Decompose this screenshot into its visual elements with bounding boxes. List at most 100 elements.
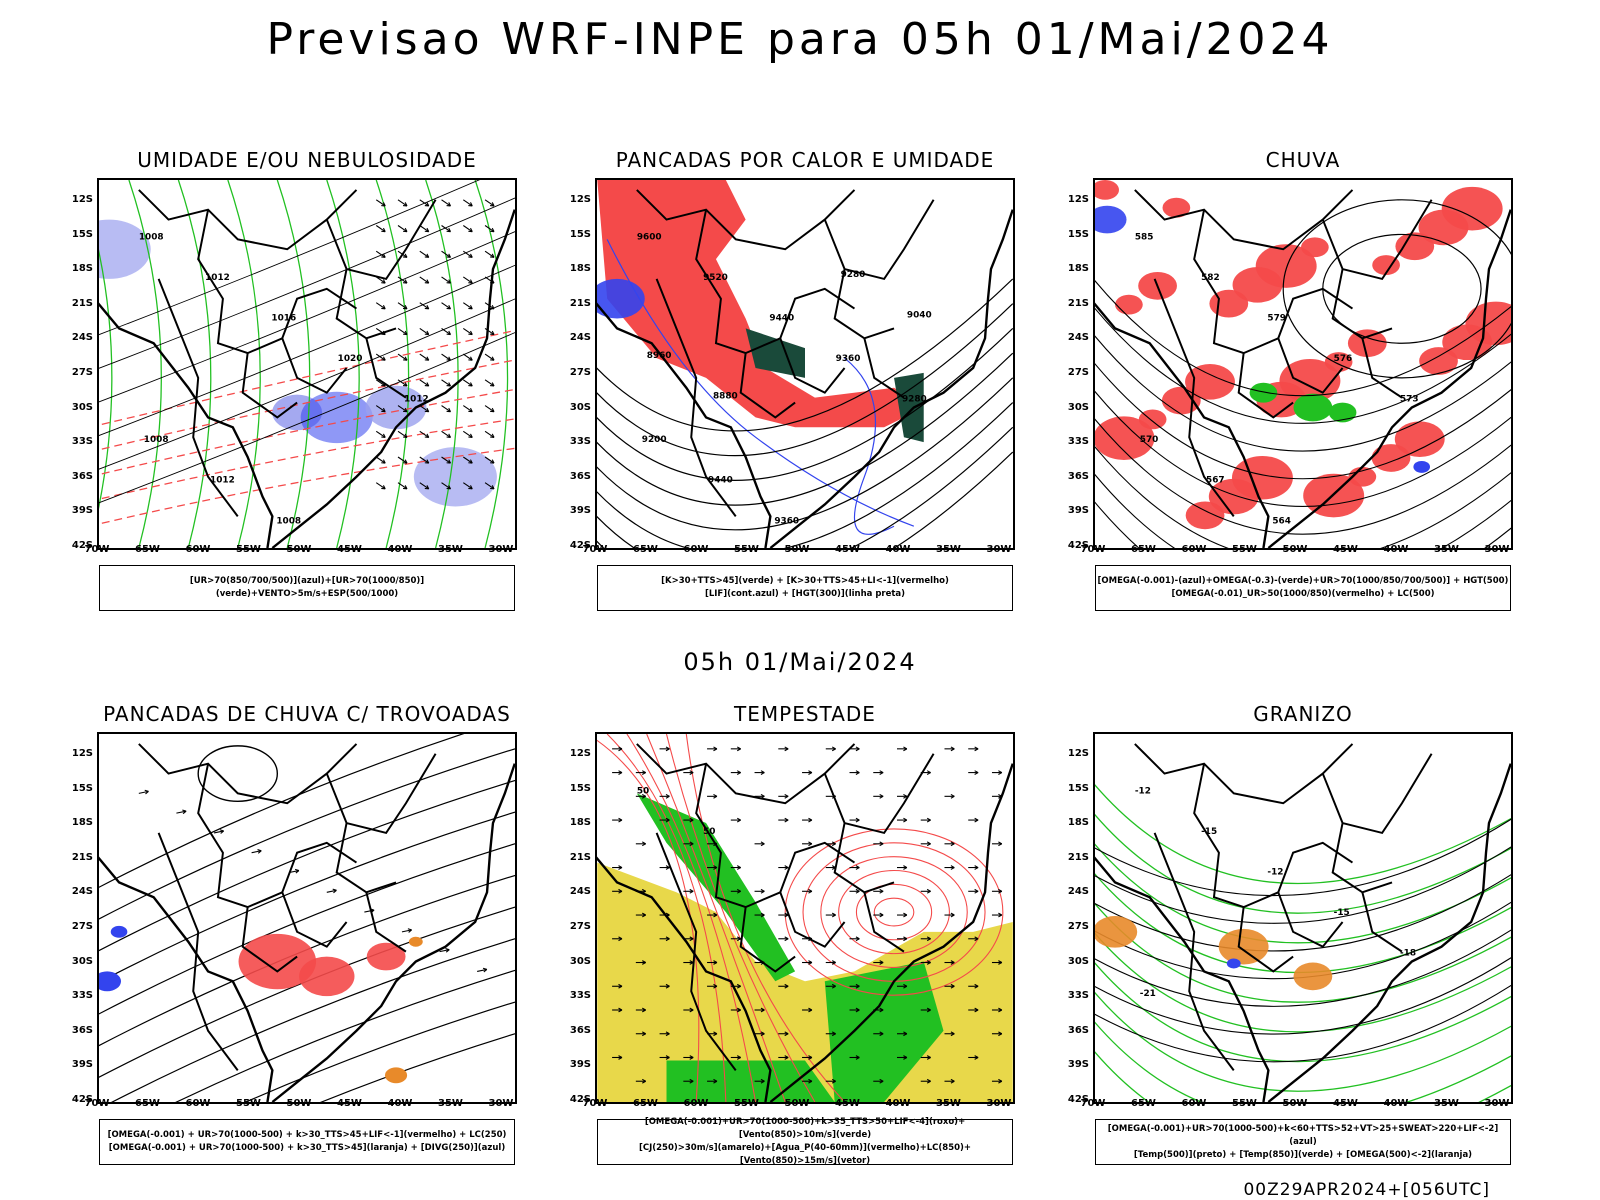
contour-line: [873, 897, 915, 927]
wind-vector: [484, 225, 495, 233]
contour-line: [281, 841, 358, 893]
contour-line: [320, 1033, 515, 1102]
lon-tick-label: 55W: [236, 544, 261, 555]
wind-vector-head: [855, 936, 860, 942]
lat-tick-label: 18S: [569, 817, 591, 829]
legend-text: [LIF](cont.azul) + [HGT(300)](linha pret…: [704, 589, 906, 599]
wind-vector: [462, 302, 473, 310]
lat-tick-label: 27S: [71, 367, 93, 378]
field-area: [1293, 962, 1333, 991]
wind-vector-head: [468, 407, 473, 413]
map-panel-3[interactable]: 585 582 579 576 573 570 567 564: [1093, 178, 1513, 550]
wind-vector-head: [926, 1078, 931, 1084]
lon-tick-label: 45W: [337, 1098, 362, 1109]
wind-vector-head: [784, 865, 789, 870]
wind-vector: [484, 482, 495, 490]
field-area: [1394, 421, 1445, 457]
field-area: [1162, 197, 1191, 218]
wind-vector-head: [974, 1007, 979, 1013]
contour-line: [665, 734, 816, 1102]
wind-vector-head: [424, 459, 430, 464]
wind-vector-head: [784, 746, 789, 752]
lat-tick-label: 42S: [569, 540, 591, 551]
panel-title-3: CHUVA: [1265, 148, 1341, 172]
wind-vector: [213, 830, 224, 834]
lon-tick-label: 40W: [1383, 544, 1409, 555]
wind-vector: [364, 909, 375, 913]
lat-tick-label: 24S: [569, 332, 591, 344]
wind-vector-head: [641, 1078, 646, 1084]
lat-tick-label: 36S: [71, 470, 93, 482]
wind-vector-head: [950, 865, 955, 870]
lat-tick-label: 42S: [71, 1094, 93, 1105]
lat-tick-label: 33S: [569, 990, 591, 1002]
wind-vector-head: [381, 433, 386, 438]
contour-line: [1361, 338, 1403, 399]
wind-vector-head: [926, 770, 931, 775]
wind-vector-head: [713, 912, 718, 918]
contour-value-label: 1012: [404, 395, 429, 405]
legend-text: [OMEGA(-0.01)_UR>50(1000/850)(vermelho) …: [1171, 589, 1435, 599]
wind-vector-head: [403, 279, 408, 284]
wind-vector: [462, 353, 473, 361]
lat-tick-label: 12S: [1067, 748, 1089, 759]
contour-value-label: -15: [1334, 908, 1350, 918]
field-area: [110, 925, 128, 938]
wind-vector: [462, 327, 473, 335]
lon-tick-label: 70W: [1080, 544, 1106, 555]
contour-line: [1095, 932, 1511, 1033]
wind-vector-head: [950, 841, 955, 847]
wind-vector-head: [903, 817, 908, 823]
wind-vector-head: [879, 1078, 884, 1084]
wind-vector: [462, 379, 473, 387]
wind-vector-head: [879, 1031, 884, 1037]
wind-vector-head: [403, 356, 408, 361]
map-panel-5[interactable]: 50 50: [595, 732, 1015, 1104]
contour-line: [1095, 501, 1511, 548]
contour-value-label: 564: [1272, 516, 1291, 526]
wind-vector-head: [446, 253, 452, 258]
contour-line: [1095, 335, 1511, 452]
lat-tick-label: 15S: [71, 782, 93, 794]
wind-vector-head: [879, 793, 884, 799]
contour-value-label: 573: [1400, 395, 1419, 405]
field-area: [1095, 416, 1155, 460]
wind-vector-head: [689, 841, 694, 847]
wind-vector: [375, 430, 386, 438]
field-area: [1372, 255, 1400, 275]
wind-vector-head: [808, 1055, 813, 1060]
contour-line: [99, 359, 515, 451]
wind-vector-head: [974, 770, 979, 775]
field-area: [1161, 386, 1201, 415]
contour-line: [99, 249, 113, 510]
wind-vector-head: [403, 433, 408, 438]
contour-line: [99, 180, 480, 336]
wind-vector-head: [618, 1055, 623, 1060]
contour-value-label: 1012: [210, 476, 235, 486]
contour-line: [99, 197, 515, 369]
wind-vector-head: [665, 1031, 670, 1037]
wind-vector-head: [736, 983, 741, 989]
wind-vector-head: [689, 770, 694, 775]
lon-tick-label: 60W: [1181, 544, 1207, 555]
wind-vector-head: [468, 279, 473, 284]
wind-vector: [397, 379, 408, 387]
map-panel-2[interactable]: 9600 9520 9440 9360 9280 9200 9440 9360 9280 9040…: [595, 178, 1015, 550]
lat-tick-label: 21S: [569, 297, 591, 309]
contour-line: [838, 869, 950, 955]
contour-line: [1277, 841, 1354, 893]
wind-vector-head: [784, 936, 789, 942]
legend-text: [UR>70(850/700/500)](azul)+[UR>70(1000/8…: [189, 576, 425, 599]
wind-vector-head: [855, 770, 860, 775]
wind-vector-head: [468, 382, 473, 387]
contour-line: [157, 832, 239, 1071]
field-area: [1095, 180, 1119, 200]
wind-vector: [375, 405, 386, 413]
map-panel-1[interactable]: 1008 1012 1016 1020 1012 1008 1012 1008: [97, 178, 517, 550]
map-panel-4[interactable]: [97, 732, 517, 1104]
wind-vector: [375, 379, 386, 387]
map-panel-6[interactable]: -12 -15 -12 -15 -18 -21: [1093, 732, 1513, 1104]
lon-tick-label: 60W: [683, 1098, 709, 1109]
wind-vector-head: [903, 746, 908, 752]
contour-line: [99, 906, 515, 1078]
